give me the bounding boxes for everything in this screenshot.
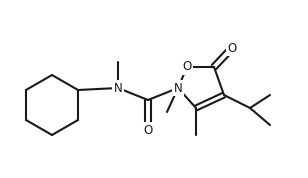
Text: O: O: [227, 41, 237, 54]
Text: O: O: [182, 61, 192, 74]
Text: N: N: [174, 82, 182, 95]
Text: N: N: [114, 82, 122, 95]
Text: O: O: [144, 124, 153, 137]
